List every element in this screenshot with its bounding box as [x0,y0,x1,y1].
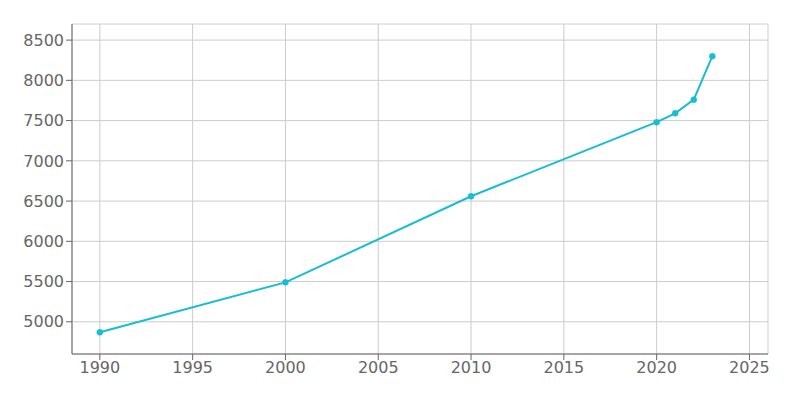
svg-text:8500: 8500 [23,31,64,50]
svg-text:5500: 5500 [23,272,64,291]
svg-text:2010: 2010 [451,358,492,377]
svg-text:6000: 6000 [23,232,64,251]
svg-text:7000: 7000 [23,152,64,171]
svg-text:2005: 2005 [358,358,399,377]
svg-text:7500: 7500 [23,111,64,130]
svg-text:2000: 2000 [265,358,306,377]
svg-text:2020: 2020 [636,358,677,377]
svg-text:6500: 6500 [23,192,64,211]
svg-text:5000: 5000 [23,312,64,331]
svg-text:2025: 2025 [729,358,770,377]
svg-text:8000: 8000 [23,71,64,90]
svg-text:1990: 1990 [79,358,120,377]
svg-text:2015: 2015 [543,358,584,377]
svg-text:1995: 1995 [172,358,213,377]
